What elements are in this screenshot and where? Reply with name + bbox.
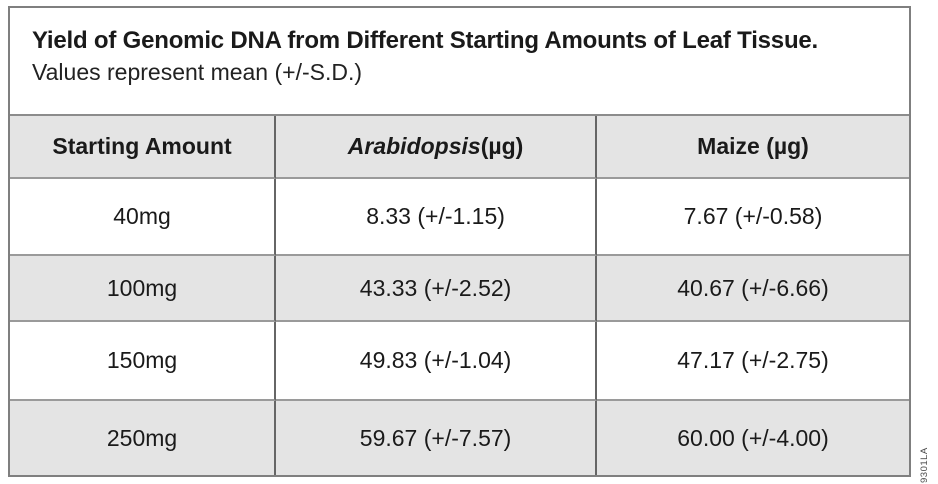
figure-part-number: 9301LA — [919, 447, 930, 483]
table-row-1-starting-amount: 40mg — [10, 179, 277, 256]
table-row-4-arabidopsis-yield: 59.67 (+/-7.57) — [276, 401, 598, 475]
table-row-2-starting-amount: 100mg — [10, 256, 277, 322]
data-table: Starting Amount Arabidopsis (µg) Maize (… — [10, 114, 909, 475]
column-header-arabidopsis-unit: (µg) — [480, 133, 524, 159]
column-header-starting-amount: Starting Amount — [10, 116, 277, 179]
table-row-4-starting-amount: 250mg — [10, 401, 277, 475]
column-header-arabidopsis-genus: Arabidopsis — [347, 133, 481, 159]
figure-title: Yield of Genomic DNA from Different Star… — [32, 27, 819, 54]
column-header-arabidopsis: Arabidopsis (µg) — [276, 116, 598, 179]
table-row-2-arabidopsis-yield: 43.33 (+/-2.52) — [276, 256, 598, 322]
dna-yield-table-figure: Yield of Genomic DNA from Different Star… — [8, 6, 911, 477]
table-row-1-maize-yield: 7.67 (+/-0.58) — [597, 179, 909, 256]
column-header-maize: Maize (µg) — [597, 116, 909, 179]
table-row-3-arabidopsis-yield: 49.83 (+/-1.04) — [276, 322, 598, 401]
figure-subtitle: Values represent mean (+/-S.D.) — [32, 59, 363, 86]
figure-title-area: Yield of Genomic DNA from Different Star… — [10, 8, 909, 114]
table-row-2-maize-yield: 40.67 (+/-6.66) — [597, 256, 909, 322]
table-row-3-starting-amount: 150mg — [10, 322, 277, 401]
table-row-4-maize-yield: 60.00 (+/-4.00) — [597, 401, 909, 475]
table-row-1-arabidopsis-yield: 8.33 (+/-1.15) — [276, 179, 598, 256]
table-row-3-maize-yield: 47.17 (+/-2.75) — [597, 322, 909, 401]
